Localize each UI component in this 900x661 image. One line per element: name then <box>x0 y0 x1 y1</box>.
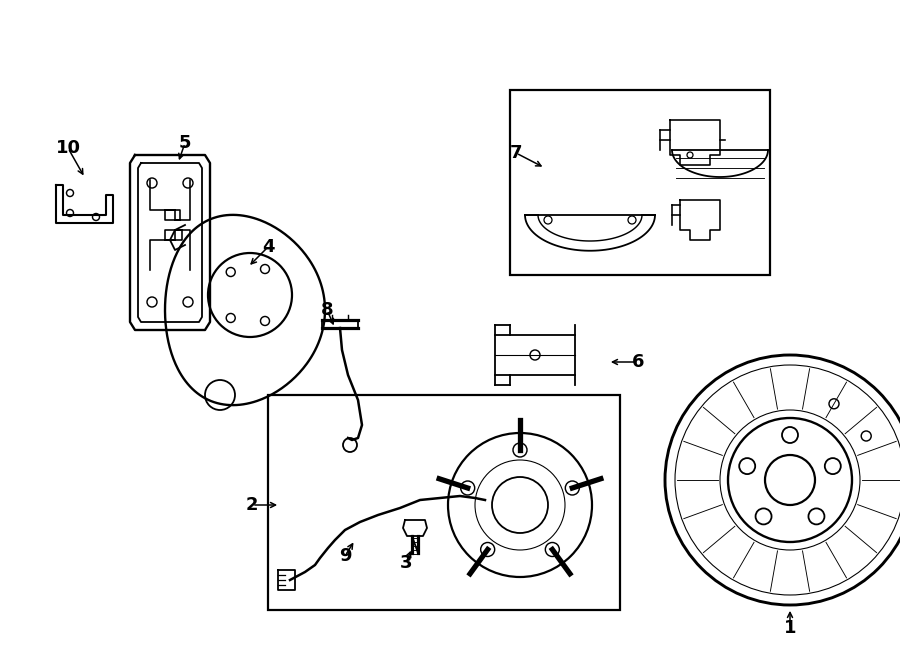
Bar <box>268 395 620 610</box>
Text: 6: 6 <box>632 353 644 371</box>
Text: 8: 8 <box>320 301 333 319</box>
Bar <box>510 90 770 275</box>
Text: 4: 4 <box>262 238 274 256</box>
Text: 1: 1 <box>784 619 796 637</box>
Text: 3: 3 <box>400 554 412 572</box>
Text: 9: 9 <box>338 547 351 565</box>
Text: 5: 5 <box>179 134 191 152</box>
Text: 7: 7 <box>509 144 522 162</box>
Text: 2: 2 <box>246 496 258 514</box>
Text: 10: 10 <box>56 139 80 157</box>
